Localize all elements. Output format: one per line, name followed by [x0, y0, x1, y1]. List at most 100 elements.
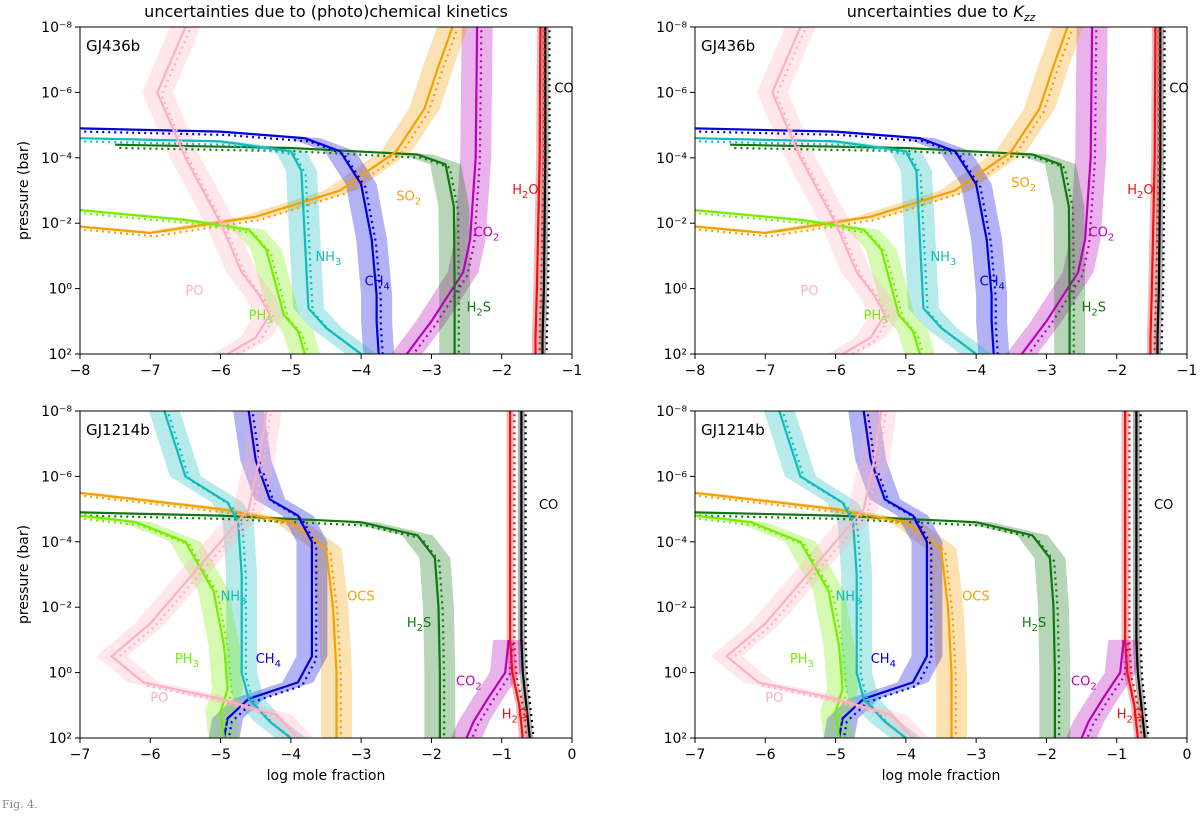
x-tick-label: −5	[896, 363, 917, 379]
y-tick-label: 10⁻⁴	[41, 535, 72, 551]
y-tick-label: 10⁻²	[656, 216, 687, 232]
label-h2o: H2O	[502, 707, 528, 725]
line-ch4	[80, 127, 380, 354]
x-tick-label: −4	[281, 747, 302, 763]
x-tick-label: −2	[421, 747, 442, 763]
label-po: PO	[765, 691, 783, 706]
band-ch4	[80, 128, 395, 354]
dotted-co	[1139, 414, 1150, 738]
axes-frame	[694, 26, 1188, 355]
dotted-ph3	[699, 212, 925, 354]
x-tick-label: −6	[755, 747, 776, 763]
line-co2	[465, 639, 510, 738]
line-ch4	[838, 411, 929, 738]
x-tick-label: −6	[210, 363, 231, 379]
panel-gj436b-kzz: CO H2O CO2 H2S SO2 CH4 NH3 PH3 PO −8 −7 −6 −5 −4 −3 −2 −…	[656, 2, 1197, 379]
y-tick-label: 10⁻⁸	[41, 404, 72, 420]
line-h2s	[80, 511, 441, 738]
dotted-co2	[471, 643, 515, 738]
x-tick-label: −6	[825, 363, 846, 379]
dotted-h2o	[513, 414, 528, 738]
line-po	[771, 27, 887, 354]
y-tick-label: 10⁻⁴	[656, 535, 687, 551]
line-so2	[695, 27, 1069, 235]
y-tick-label: 10⁻⁶	[41, 469, 72, 485]
label-h2s: H2S	[1022, 616, 1046, 634]
y-tick-label: 10⁻⁴	[656, 151, 687, 167]
line-co	[1156, 27, 1162, 354]
y-tick-label: 10⁻⁴	[41, 151, 72, 167]
label-nh3: NH3	[221, 590, 247, 608]
line-nh3	[80, 137, 362, 354]
line-ch4	[695, 127, 995, 354]
dotted-co2	[412, 30, 483, 354]
plot-area	[695, 27, 1166, 354]
dotted-co	[524, 414, 535, 738]
label-co: CO	[1169, 81, 1188, 96]
x-tick-label: −2	[1106, 363, 1127, 379]
dotted-h2o	[538, 30, 546, 354]
y-tick-label: 10⁰	[49, 666, 73, 682]
dotted-co	[1160, 30, 1166, 354]
y-tick-label: 10⁻⁸	[656, 404, 687, 420]
band-ch4	[823, 411, 943, 738]
x-tick-label: 0	[568, 747, 577, 763]
y-tick-label: 10⁻⁸	[656, 20, 687, 36]
label-nh3: NH3	[930, 250, 956, 268]
axes-frame	[694, 410, 1188, 739]
label-po: PO	[185, 284, 203, 299]
y-tick-label: 10⁰	[664, 666, 688, 682]
line-ph3	[80, 514, 229, 738]
band-po	[141, 27, 286, 354]
figure-caption: Fig. 4.	[2, 798, 38, 811]
x-tick-label: −2	[491, 363, 512, 379]
x-tick-label: −5	[281, 363, 302, 379]
label-co2: CO2	[1089, 225, 1115, 243]
panel-title: uncertainties due to Kzz	[847, 2, 1036, 24]
dotted-nh3	[782, 413, 908, 738]
label-po: PO	[800, 284, 818, 299]
planet-label: GJ1214b	[701, 421, 765, 439]
line-co2	[1080, 639, 1125, 738]
x-tick-label: −5	[210, 747, 231, 763]
line-po	[109, 411, 299, 738]
band-ph3	[80, 210, 321, 354]
y-tick-label: 10⁻²	[41, 216, 72, 232]
axes-frame	[79, 410, 573, 739]
dotted-co2	[1086, 643, 1130, 738]
band-nh3	[763, 411, 922, 738]
label-co: CO	[554, 81, 573, 96]
plot-area	[695, 411, 1150, 738]
label-po: PO	[150, 691, 168, 706]
x-axis-label: log mole fraction	[267, 768, 386, 784]
y-axis-label: pressure (bar)	[16, 141, 32, 240]
x-tick-label: −2	[1036, 747, 1057, 763]
label-co2: CO2	[474, 225, 500, 243]
dotted-ch4	[84, 130, 384, 354]
panel-gj1214b-kzz: CO H2O CO2 H2S OCS CH4 NH3 PH3 PO −7 −6 −5 −4 −3 −2 −1 0…	[656, 404, 1191, 784]
label-so2: SO2	[1011, 176, 1036, 194]
band-nh3	[148, 411, 307, 738]
line-nh3	[695, 137, 977, 354]
planet-label: GJ436b	[86, 37, 140, 55]
y-tick-label: 10⁰	[664, 282, 688, 298]
label-co2: CO2	[1071, 675, 1097, 693]
band-co2	[1006, 27, 1108, 354]
line-po	[156, 27, 272, 354]
label-co: CO	[1154, 498, 1173, 513]
line-co	[1135, 411, 1146, 738]
x-tick-label: −6	[140, 747, 161, 763]
line-h2s	[730, 143, 1071, 354]
x-tick-label: 0	[1183, 747, 1192, 763]
y-tick-label: 10²	[664, 731, 687, 747]
line-so2	[80, 27, 454, 235]
dotted-h2s	[734, 146, 1075, 354]
band-po	[756, 27, 901, 354]
label-h2o: H2O	[512, 183, 538, 201]
x-tick-label: −1	[491, 747, 512, 763]
y-tick-label: 10⁻⁶	[656, 85, 687, 101]
y-tick-label: 10⁻⁶	[656, 469, 687, 485]
panel-gj436b-kinetics: CO H2O CO2 H2S SO2 CH4 NH3 PH3 PO −8 −7 −6 −5 −4 −3 −2 −…	[16, 2, 582, 379]
band-ph3	[695, 210, 936, 354]
